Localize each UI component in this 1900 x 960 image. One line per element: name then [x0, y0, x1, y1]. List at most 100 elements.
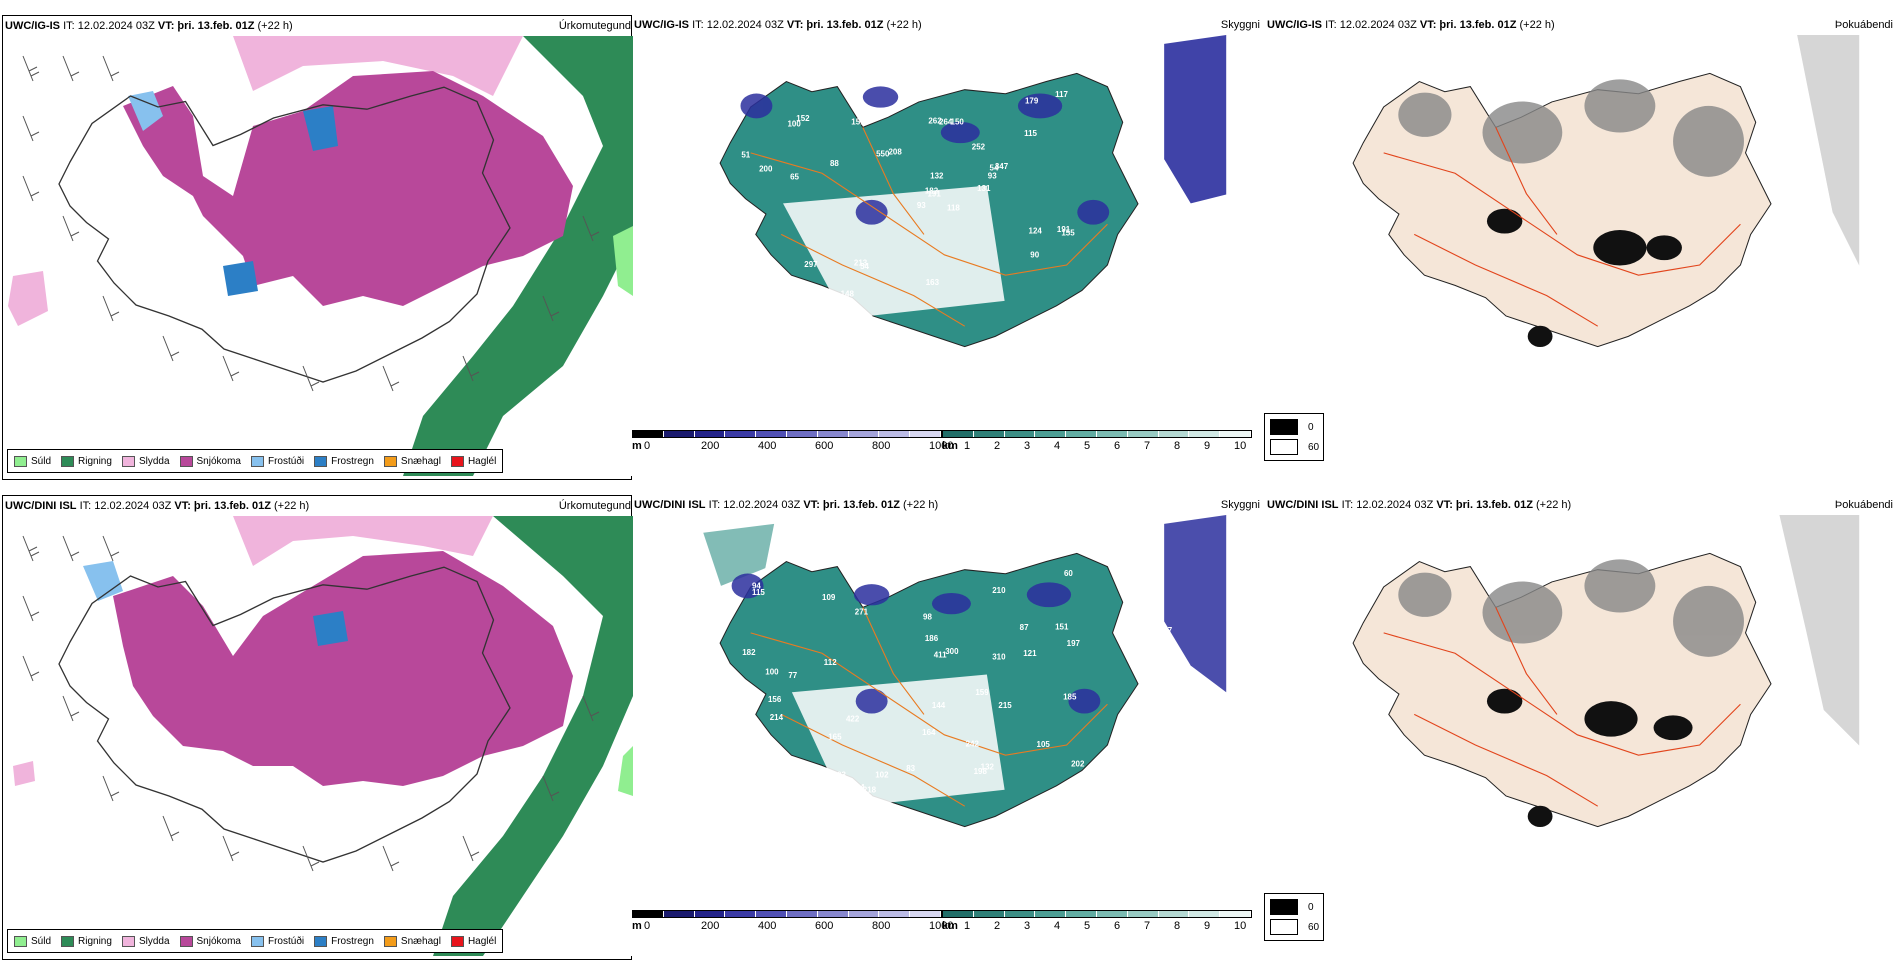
visibility-value-label: 214	[770, 713, 784, 722]
scale-cell	[1066, 911, 1097, 917]
visibility-value-label: 121	[1023, 649, 1037, 658]
visibility-value-label: 102	[814, 68, 828, 77]
visibility-value-label: 212	[974, 61, 988, 70]
scale-tick-label: 1	[964, 920, 971, 932]
visibility-panel-igis: UWC/IG-IS IT: 12.02.2024 03Z VT: þri. 13…	[632, 15, 1324, 480]
visibility-value-label: 118	[947, 204, 960, 213]
scale-cell	[910, 911, 941, 917]
scale-tick-label: 6	[1114, 440, 1121, 452]
visibility-value-label: 112	[824, 658, 837, 667]
visibility-value-label: 62	[741, 752, 750, 761]
legend-swatch	[61, 935, 75, 947]
legend-swatch	[14, 935, 27, 947]
scale-tick-label: 600	[815, 920, 834, 932]
wind-barbs	[22, 55, 600, 392]
scale-cell	[817, 431, 849, 437]
visibility-value-label: 94	[752, 582, 761, 591]
scale-cell	[879, 911, 911, 917]
legend-item: Frostúði	[250, 935, 304, 947]
scale-cell	[694, 911, 726, 917]
scale-tick-label: 10	[1234, 440, 1247, 452]
visibility-value-label: 100	[772, 289, 786, 298]
precip-type-panel-dini: UWC/DINI ISL IT: 12.02.2024 03Z VT: þri.…	[2, 495, 633, 960]
scale-cell	[848, 431, 880, 437]
visibility-value-label: 65	[790, 172, 799, 181]
precip-legend: Súld Rigning Slydda Snjókoma Frostúði Frostre…	[7, 929, 504, 953]
visibility-value-label: 106	[1160, 780, 1174, 789]
visibility-value-label: 184	[851, 783, 865, 792]
legend-label: Frostúði	[267, 455, 305, 467]
visibility-value-label: 252	[972, 142, 986, 151]
visibility-value-label: 132	[930, 172, 944, 181]
fog-legend: 0 60	[1264, 893, 1324, 941]
visibility-value-label: 182	[742, 648, 756, 657]
fog-legend-row: 60	[1270, 919, 1319, 935]
visibility-value-label: 297	[804, 260, 818, 269]
scale-tick-label: 10	[1234, 920, 1247, 932]
legend-label: Snjókoma	[196, 935, 241, 947]
legend-item: Snæhagl	[383, 455, 441, 467]
visibility-value-label: 88	[830, 159, 839, 168]
scale-cell	[1189, 911, 1221, 917]
visibility-value-label: 115	[1024, 129, 1037, 138]
visibility-value-label: 82	[1019, 75, 1028, 84]
scale-tick-label: 2	[994, 440, 1001, 452]
scale-cell	[633, 431, 664, 437]
legend-item: Frostregn	[314, 935, 374, 947]
visibility-value-label: 51	[741, 150, 750, 159]
scale-unit: m	[632, 920, 642, 932]
visibility-scale-km: km 1 2 3 4 5 6 7 8 9 10	[942, 910, 1252, 940]
scale-cell	[1066, 431, 1097, 437]
visibility-value-label: 191	[928, 189, 942, 198]
visibility-scale-m: m 0 200 400 600 800 1000	[632, 910, 953, 940]
fog-label: 0	[1308, 421, 1314, 433]
legend-label: Súld	[31, 935, 52, 947]
scale-cell	[1004, 431, 1036, 437]
scale-tick-label: 0	[644, 440, 651, 452]
visibility-value-label: 124	[1029, 227, 1043, 236]
legend-swatch	[121, 455, 135, 467]
visibility-value-label: 90	[1030, 250, 1039, 259]
fog-panel-dini: UWC/DINI ISL IT: 12.02.2024 03Z VT: þri.…	[1265, 495, 1895, 960]
panel-header: UWC/DINI ISL IT: 12.02.2024 03Z VT: þri.…	[632, 495, 1262, 515]
scale-tick-label: 400	[758, 440, 777, 452]
scale-tick-label: 9	[1204, 440, 1211, 452]
precip-map	[3, 36, 633, 476]
legend-swatch	[121, 935, 135, 947]
fog-label: 60	[1308, 441, 1320, 453]
scale-tick-label: 200	[701, 920, 720, 932]
legend-item: Slydda	[121, 935, 170, 947]
legend-item: Haglél	[450, 935, 496, 947]
visibility-value-label: 115	[752, 588, 765, 597]
scale-tick-label: 3	[1024, 920, 1031, 932]
fog-swatch	[1270, 899, 1298, 915]
visibility-value-label: 71	[1090, 546, 1099, 555]
scale-cell	[1035, 911, 1067, 917]
visibility-value-label: 163	[926, 278, 940, 287]
visibility-value-label: 54	[990, 164, 999, 173]
legend-swatch	[450, 935, 464, 947]
visibility-value-label: 264	[939, 118, 953, 127]
visibility-value-label: 179	[1025, 96, 1039, 105]
scale-cell	[725, 911, 757, 917]
legend-swatch	[314, 455, 328, 467]
scale-cell	[943, 431, 974, 437]
visibility-value-label: 215	[998, 701, 1012, 710]
legend-item: Snjókoma	[179, 455, 241, 467]
scale-cell	[1158, 911, 1190, 917]
fog-legend-row: 0	[1270, 419, 1314, 435]
fog-legend-row: 0	[1270, 899, 1314, 915]
scale-tick-label: 8	[1174, 920, 1181, 932]
scale-tick-label: 1	[964, 440, 971, 452]
scale-cell	[1158, 431, 1190, 437]
visibility-value-label: 243	[1145, 141, 1159, 150]
visibility-value-label: 93	[988, 172, 997, 181]
panel-title: Úrkomutegund	[558, 500, 631, 512]
scale-cell	[663, 911, 695, 917]
legend-label: Rigning	[78, 455, 112, 467]
visibility-value-label: 195	[934, 545, 948, 554]
scale-tick-label: 5	[1084, 920, 1091, 932]
visibility-value-label: 200	[759, 165, 773, 174]
fog-panel-igis: UWC/IG-IS IT: 12.02.2024 03Z VT: þri. 13…	[1265, 15, 1895, 480]
fog-swatch	[1270, 419, 1298, 435]
